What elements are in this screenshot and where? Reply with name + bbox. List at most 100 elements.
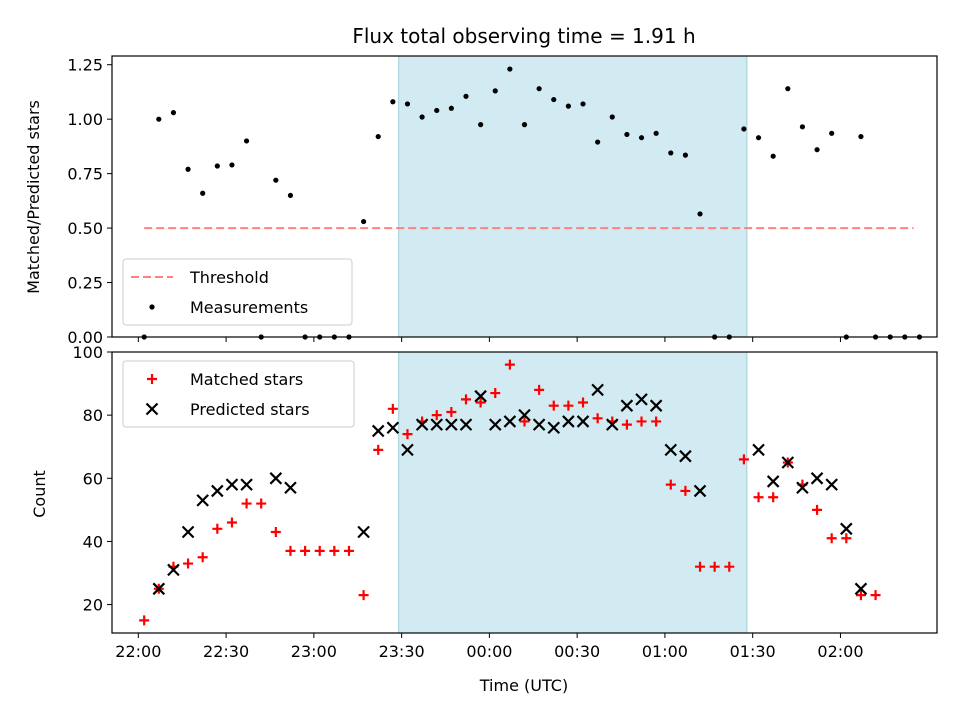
measurements-point [609, 114, 615, 120]
measurements-point [770, 153, 776, 159]
predicted-stars-point [796, 481, 809, 495]
matched-stars-point [695, 561, 706, 572]
y-tick-label: 1.25 [67, 56, 103, 75]
y-tick-label: 1.00 [67, 110, 103, 129]
bottom-y-axis-label: Count [30, 470, 49, 518]
matched-stars-point [402, 429, 413, 440]
matched-stars-point [183, 558, 194, 569]
legend-label: Matched stars [190, 370, 303, 389]
measurements-point [214, 163, 220, 169]
matched-stars-point [841, 533, 852, 544]
measurements-point [185, 166, 191, 172]
predicted-stars-point [576, 415, 590, 428]
predicted-stars-point [752, 443, 765, 457]
predicted-stars-point [430, 418, 444, 431]
measurements-point [668, 150, 674, 156]
predicted-stars-point [401, 443, 414, 457]
measurements-point [478, 122, 484, 128]
matched-stars-point [519, 416, 530, 427]
matched-stars-point [226, 517, 237, 528]
matched-stars-point [548, 400, 559, 411]
predicted-stars-point [474, 389, 487, 403]
matched-stars-point [724, 561, 735, 572]
matched-stars-point [270, 526, 281, 537]
measurements-point [287, 192, 294, 199]
count-panel: 22:00 22:30 23:00 23:30 00:00 00:30 01:00 01:30… [72, 343, 938, 661]
predicted-stars-point [269, 472, 283, 485]
axes-frame [111, 351, 938, 634]
matched-stars-point [139, 615, 150, 626]
y-tick-label: 40 [83, 532, 103, 551]
predicted-stars-point [547, 421, 561, 435]
matched-stars-point [826, 533, 837, 544]
matched-stars-point [651, 416, 662, 427]
measurements-point [156, 116, 162, 122]
x-tick-label: 22:00 [115, 642, 161, 661]
measurements-point [375, 133, 381, 140]
y-tick-label: 20 [83, 596, 103, 615]
predicted-stars-point [649, 399, 663, 412]
axes-frame [111, 55, 938, 338]
predicted-stars-point [591, 383, 604, 397]
matched-stars-point [578, 397, 589, 408]
matched-stars-point [490, 388, 501, 399]
measurements-point [551, 96, 557, 103]
measurements-point [653, 130, 659, 136]
measurements-point [565, 103, 571, 109]
predicted-stars-point [284, 481, 297, 495]
ratio-panel: 0.00 0.25 0.50 0.75 1.00 1.25 Threshold Measure… [67, 55, 938, 347]
predicted-stars-point [357, 525, 370, 539]
measurements-point [814, 147, 820, 153]
matched-stars-point [197, 552, 208, 563]
predicted-stars-point [664, 443, 678, 457]
legend-marker [149, 304, 155, 310]
measurements-point [170, 110, 177, 116]
matched-stars-point [343, 545, 354, 556]
measurements-point [624, 131, 630, 138]
x-tick-label: 00:00 [466, 642, 512, 661]
predicted-stars-point [371, 424, 385, 438]
legend-label: Threshold [189, 268, 269, 287]
matched-stars-point [329, 545, 340, 556]
matched-stars-point [709, 561, 720, 572]
matched-stars-point [621, 419, 632, 430]
predicted-stars-point [605, 418, 619, 431]
predicted-stars-point [693, 484, 707, 498]
y-tick-label: 0.50 [67, 219, 103, 238]
matched-stars-point [212, 523, 223, 534]
matched-stars-point [534, 384, 545, 395]
predicted-stars-point [488, 418, 502, 431]
top-y-axis-label: Matched/Predicted stars [24, 100, 43, 294]
chart-title: Flux total observing time = 1.91 h [352, 24, 695, 48]
y-tick-label: 0.75 [67, 165, 103, 184]
matched-stars-point [446, 406, 457, 417]
x-tick-label: 22:30 [203, 642, 249, 661]
x-tick-label: 23:00 [291, 642, 337, 661]
legend-label: Measurements [190, 298, 308, 317]
matched-stars-point [768, 492, 779, 503]
predicted-stars-point [181, 525, 195, 539]
measurements-point [697, 211, 703, 217]
predicted-stars-point [635, 393, 648, 406]
measurements-point [638, 135, 645, 141]
measurements-point [536, 86, 542, 92]
predicted-stars-point [167, 563, 180, 577]
matched-stars-point [753, 492, 764, 503]
matched-stars-point [665, 479, 676, 490]
measurements-point [243, 138, 250, 144]
predicted-stars-point [620, 399, 634, 412]
predicted-stars-point [679, 449, 692, 463]
predicted-stars-point [415, 418, 429, 431]
x-tick-label: 23:30 [379, 642, 425, 661]
predicted-stars-point [196, 494, 209, 507]
predicted-stars-point [532, 418, 546, 431]
matched-stars-point [373, 444, 384, 455]
measurements-point [799, 124, 806, 130]
measurements-point [521, 122, 528, 128]
measurements-point [273, 177, 279, 183]
measurements-point [229, 162, 235, 168]
matched-stars-point [504, 359, 515, 370]
matched-stars-point [314, 545, 325, 556]
predicted-stars-point [766, 475, 780, 488]
